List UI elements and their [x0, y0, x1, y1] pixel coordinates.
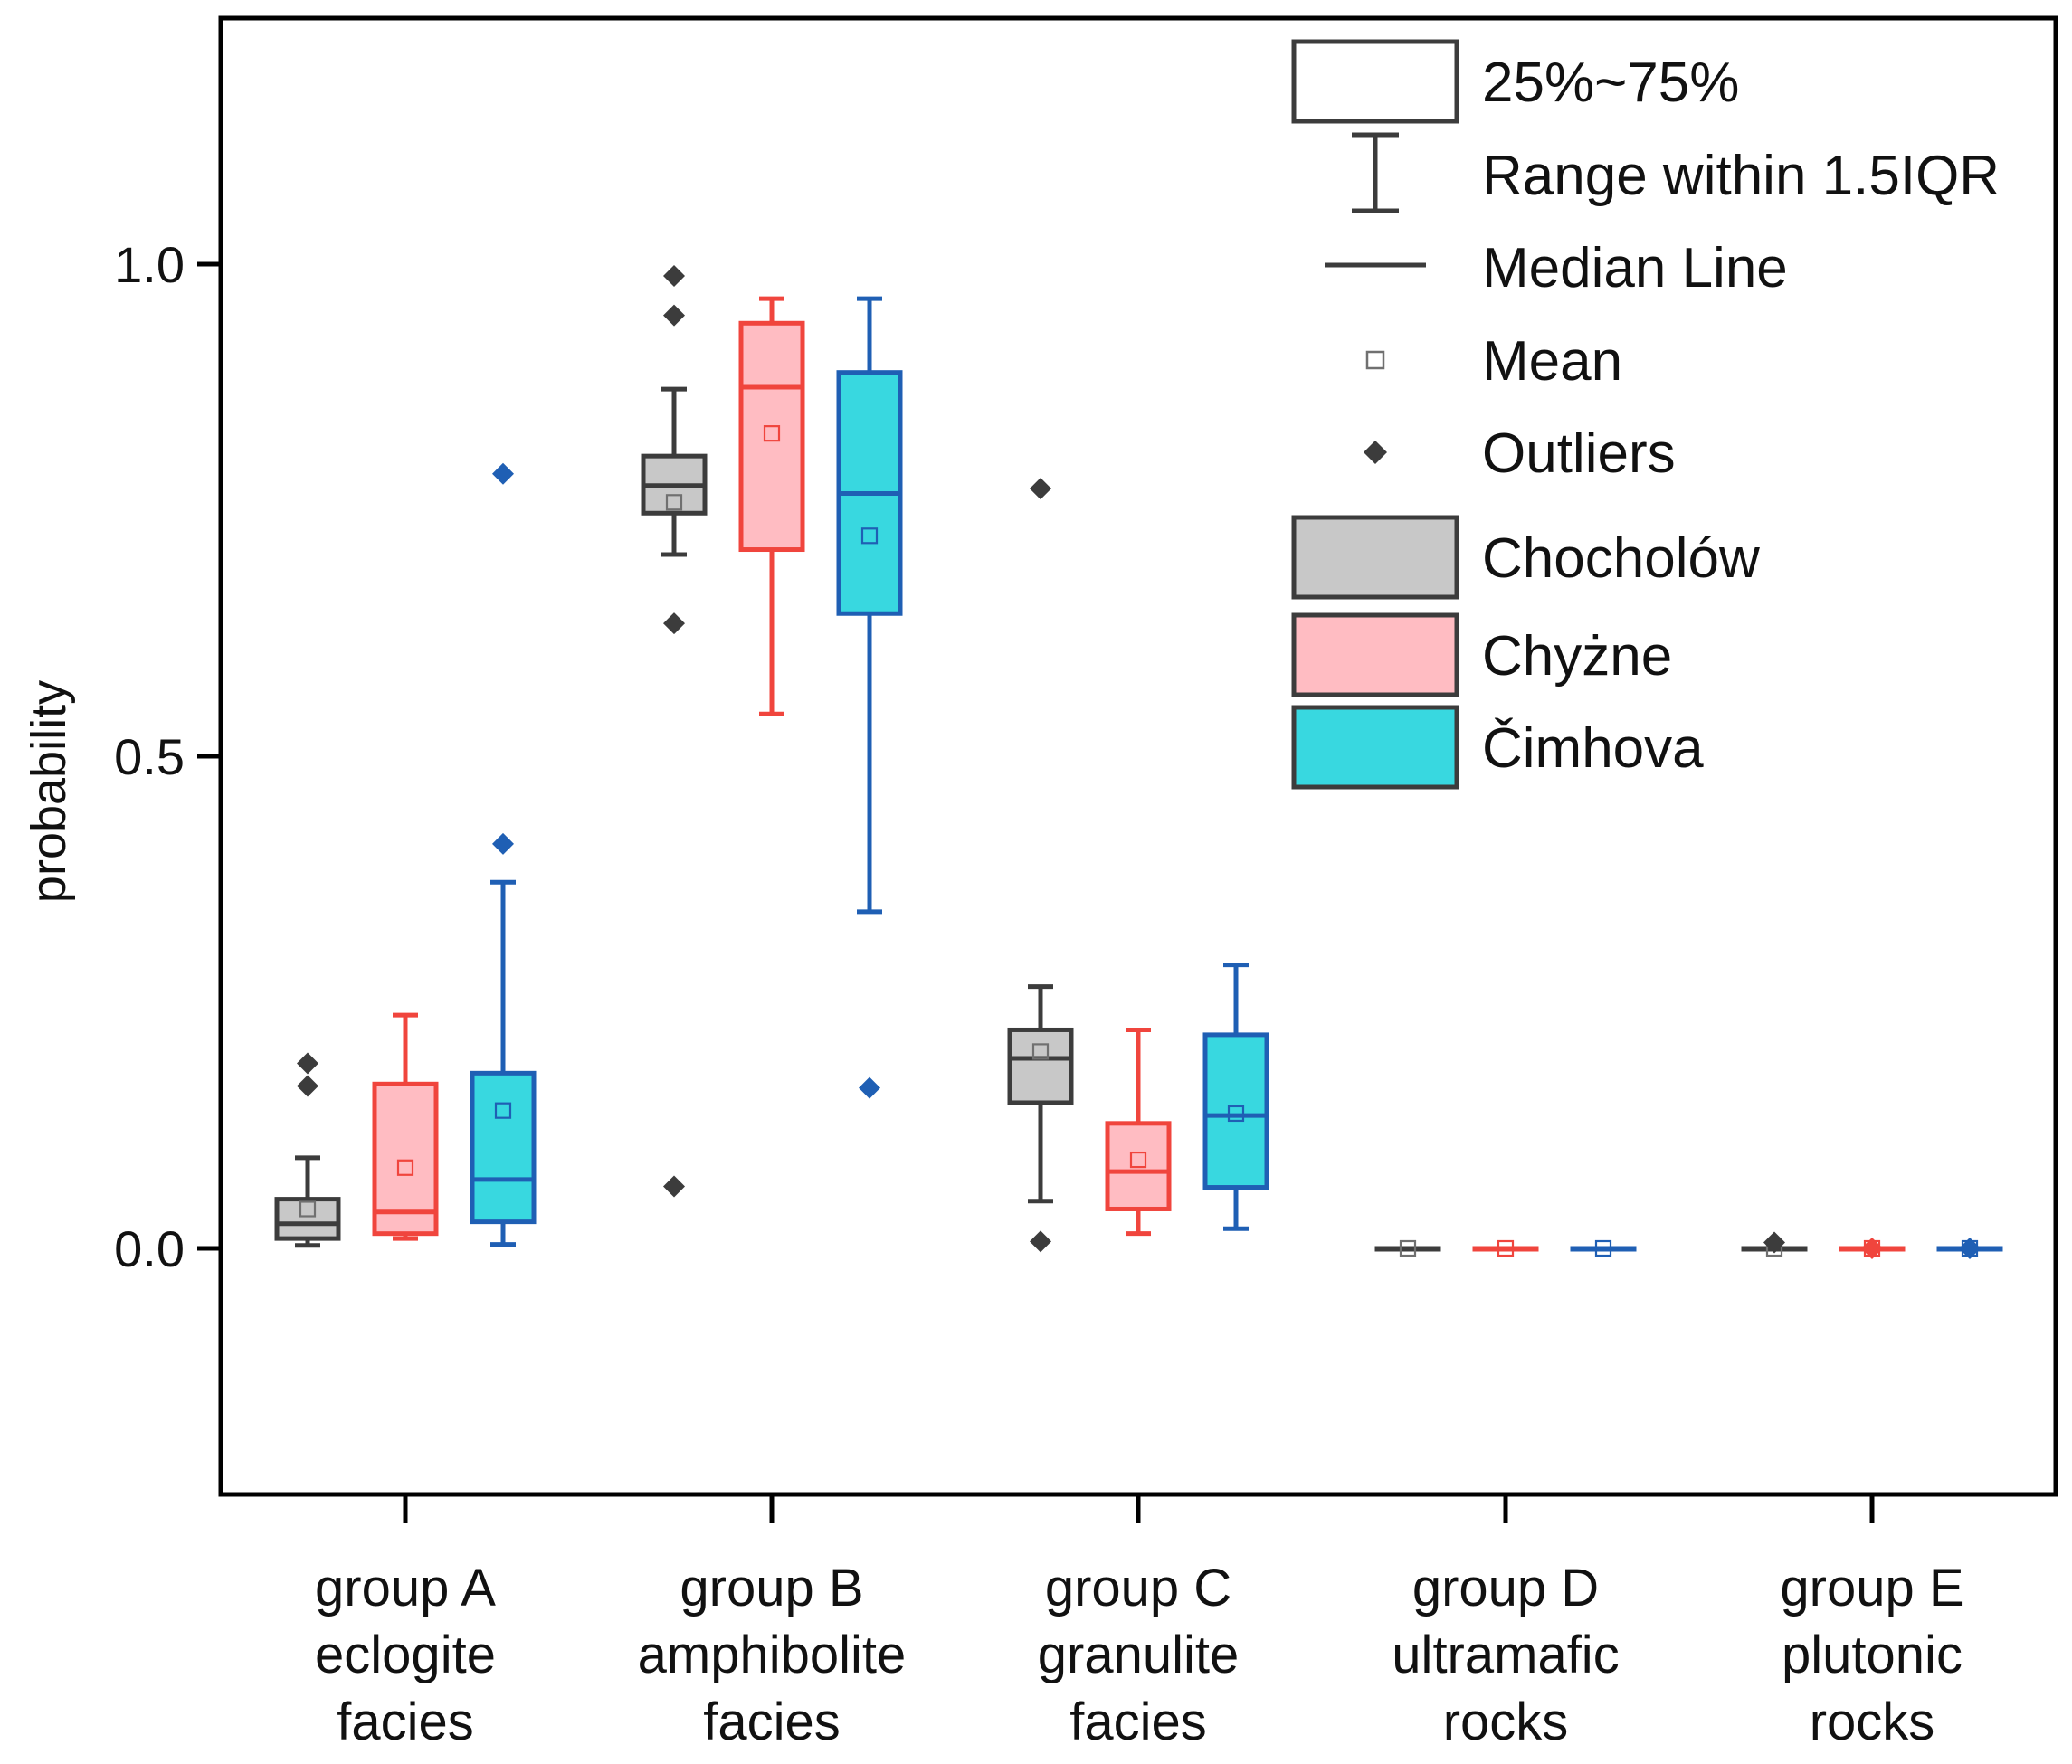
box-4: [1839, 1238, 1906, 1259]
x-tick-label: group A: [315, 1559, 496, 1617]
legend-item-0: 25%~75%: [1291, 39, 1739, 124]
outlier-marker: [1763, 1231, 1785, 1254]
iqr-box: [1007, 1027, 1074, 1105]
legend-label: Outliers: [1482, 422, 1676, 485]
mean-marker: [763, 425, 781, 442]
x-tick-label: group B: [680, 1559, 863, 1617]
x-tick-label: facies: [337, 1693, 474, 1751]
x-tick-label: granulite: [1038, 1626, 1239, 1684]
mean-marker: [1594, 1239, 1612, 1257]
series-0-boxes: [274, 265, 1808, 1257]
mean-marker: [860, 527, 879, 545]
legend-series-swatch: [1291, 705, 1459, 790]
legend-series-swatch: [1291, 612, 1459, 697]
outlier-marker: [297, 1075, 318, 1097]
legend-label: Chyżne: [1482, 625, 1672, 688]
mean-marker: [1031, 1043, 1050, 1060]
x-tick-label: group D: [1412, 1559, 1599, 1617]
box-1: [836, 296, 903, 1099]
legend-item-7: Čimhova: [1291, 705, 1704, 790]
box-2: [1105, 1027, 1172, 1237]
iqr-box: [470, 1070, 537, 1225]
box-1: [738, 296, 805, 716]
outlier-marker: [1030, 478, 1051, 500]
legend-item-3: Mean: [1365, 330, 1622, 393]
box-1: [641, 265, 708, 1198]
mean-marker: [494, 1102, 512, 1119]
mean-marker: [665, 494, 683, 511]
series-1-boxes: [372, 296, 1906, 1259]
box-2: [1007, 478, 1074, 1253]
mean-marker: [396, 1159, 414, 1176]
mean-marker: [1497, 1239, 1515, 1257]
box-3: [1472, 1239, 1539, 1257]
legend: 25%~75% Range within 1.5IQR Median Line Mea…: [1291, 39, 2000, 790]
legend-outlier-icon: [1364, 441, 1387, 464]
outlier-marker: [859, 1076, 880, 1099]
iqr-box: [372, 1081, 439, 1237]
x-tick-label: group C: [1045, 1559, 1231, 1617]
outlier-marker: [297, 1052, 318, 1075]
outlier-marker: [1959, 1238, 1981, 1259]
legend-box-icon: [1291, 39, 1459, 124]
x-tick-label: amphibolite: [638, 1626, 907, 1684]
y-tick-label: 1.0: [114, 236, 185, 293]
box-0: [274, 1052, 341, 1248]
legend-item-5: Chocholów: [1291, 515, 1760, 600]
legend-label: 25%~75%: [1482, 52, 1739, 114]
box-4: [1936, 1238, 2003, 1259]
legend-mean-icon: [1365, 350, 1385, 370]
x-tick-label: group E: [1780, 1559, 1963, 1617]
box-0: [372, 1012, 439, 1241]
x-tick-label: eclogite: [315, 1626, 496, 1684]
outlier-marker: [492, 832, 514, 855]
x-tick-label: facies: [703, 1693, 841, 1751]
legend-label: Čimhova: [1482, 717, 1704, 780]
legend-label: Chocholów: [1482, 527, 1760, 590]
mean-marker: [1227, 1105, 1245, 1123]
mean-marker: [1129, 1151, 1147, 1169]
outlier-marker: [663, 1175, 685, 1198]
x-tick-label: ultramafic: [1392, 1626, 1619, 1684]
iqr-box: [274, 1197, 341, 1241]
outlier-marker: [1861, 1238, 1883, 1259]
legend-item-6: Chyżne: [1291, 612, 1672, 697]
box-series-group: [274, 265, 2003, 1259]
outlier-marker: [1030, 1230, 1051, 1253]
legend-item-4: Outliers: [1364, 422, 1676, 485]
legend-item-2: Median Line: [1325, 237, 1788, 299]
outlier-marker: [663, 612, 685, 635]
y-tick-label: 0.5: [114, 728, 185, 785]
x-tick-label: plutonic: [1782, 1626, 1963, 1684]
y-tick-label: 0.0: [114, 1220, 185, 1277]
box-0: [470, 462, 537, 1247]
x-tick-label: facies: [1069, 1693, 1207, 1751]
legend-label: Median Line: [1482, 237, 1788, 299]
mean-marker: [1399, 1239, 1417, 1257]
box-2: [1202, 963, 1269, 1231]
outlier-marker: [663, 265, 685, 288]
series-2-boxes: [470, 296, 2003, 1259]
x-tick-label: rocks: [1810, 1693, 1935, 1751]
legend-label: Range within 1.5IQR: [1482, 145, 2000, 207]
box-3: [1374, 1239, 1441, 1257]
x-tick-label: rocks: [1443, 1693, 1569, 1751]
box-3: [1570, 1239, 1637, 1257]
outlier-marker: [492, 462, 514, 485]
box-4: [1741, 1231, 1808, 1257]
y-axis: 0.0 0.5 1.0: [114, 236, 221, 1277]
legend-label: Mean: [1482, 330, 1622, 393]
mean-marker: [299, 1200, 317, 1218]
legend-item-1: Range within 1.5IQR: [1352, 132, 2000, 213]
y-axis-label: probability: [22, 680, 76, 903]
legend-series-swatch: [1291, 515, 1459, 600]
x-axis: group A eclogite facies group B amphibolite f…: [315, 1494, 1964, 1751]
outlier-marker: [663, 304, 685, 327]
iqr-box: [738, 320, 805, 553]
iqr-box: [1202, 1032, 1269, 1190]
